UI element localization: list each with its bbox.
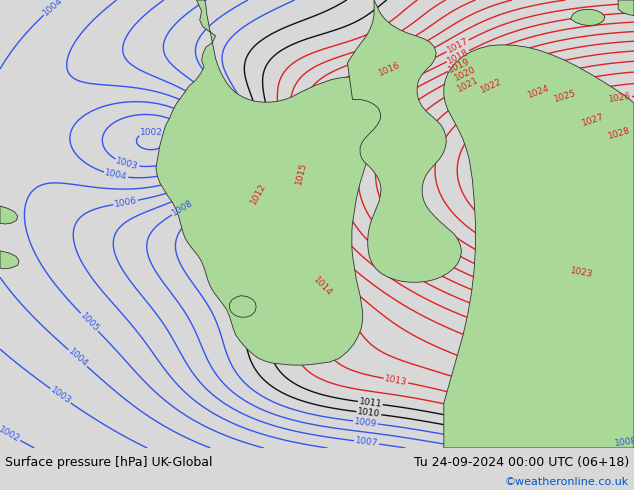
Text: 1002: 1002: [0, 425, 22, 444]
Text: 1021: 1021: [456, 75, 480, 94]
Text: 1013: 1013: [384, 374, 408, 387]
Text: 1008: 1008: [614, 437, 634, 448]
Text: 1003: 1003: [115, 156, 139, 172]
Text: 1004: 1004: [66, 347, 89, 369]
Text: 1020: 1020: [453, 65, 478, 83]
Text: 1019: 1019: [447, 57, 472, 75]
Text: 1011: 1011: [358, 397, 382, 409]
Text: 1003: 1003: [48, 386, 72, 406]
Text: Tu 24-09-2024 00:00 UTC (06+18): Tu 24-09-2024 00:00 UTC (06+18): [413, 456, 629, 469]
Polygon shape: [618, 0, 634, 16]
Text: 1027: 1027: [581, 112, 605, 128]
Text: 1012: 1012: [249, 182, 268, 206]
Text: 1010: 1010: [357, 407, 381, 419]
Polygon shape: [571, 9, 605, 25]
Text: 1007: 1007: [354, 437, 378, 448]
Text: 1014: 1014: [311, 275, 333, 298]
Polygon shape: [0, 206, 18, 224]
Text: 1009: 1009: [354, 416, 377, 428]
Text: 1016: 1016: [377, 60, 402, 78]
Text: 1004: 1004: [104, 169, 128, 182]
Text: 1028: 1028: [607, 126, 632, 141]
Polygon shape: [347, 0, 462, 282]
Text: 1004: 1004: [41, 0, 65, 18]
Polygon shape: [156, 0, 396, 365]
Text: 1025: 1025: [553, 89, 578, 104]
Text: 1017: 1017: [445, 36, 470, 55]
Text: 1006: 1006: [113, 196, 138, 209]
Text: 1008: 1008: [171, 198, 195, 218]
Text: 1015: 1015: [294, 161, 309, 185]
Text: 1022: 1022: [479, 76, 503, 95]
Text: 1018: 1018: [446, 47, 470, 65]
Text: ©weatheronline.co.uk: ©weatheronline.co.uk: [505, 477, 629, 487]
Text: Surface pressure [hPa] UK-Global: Surface pressure [hPa] UK-Global: [5, 456, 212, 469]
Text: 1002: 1002: [139, 128, 162, 137]
Text: 1026: 1026: [608, 92, 631, 104]
Polygon shape: [230, 295, 256, 317]
Text: 1024: 1024: [526, 83, 551, 100]
Polygon shape: [444, 45, 634, 448]
Polygon shape: [0, 251, 19, 269]
Text: 1005: 1005: [78, 311, 101, 334]
Text: 1023: 1023: [569, 267, 593, 279]
